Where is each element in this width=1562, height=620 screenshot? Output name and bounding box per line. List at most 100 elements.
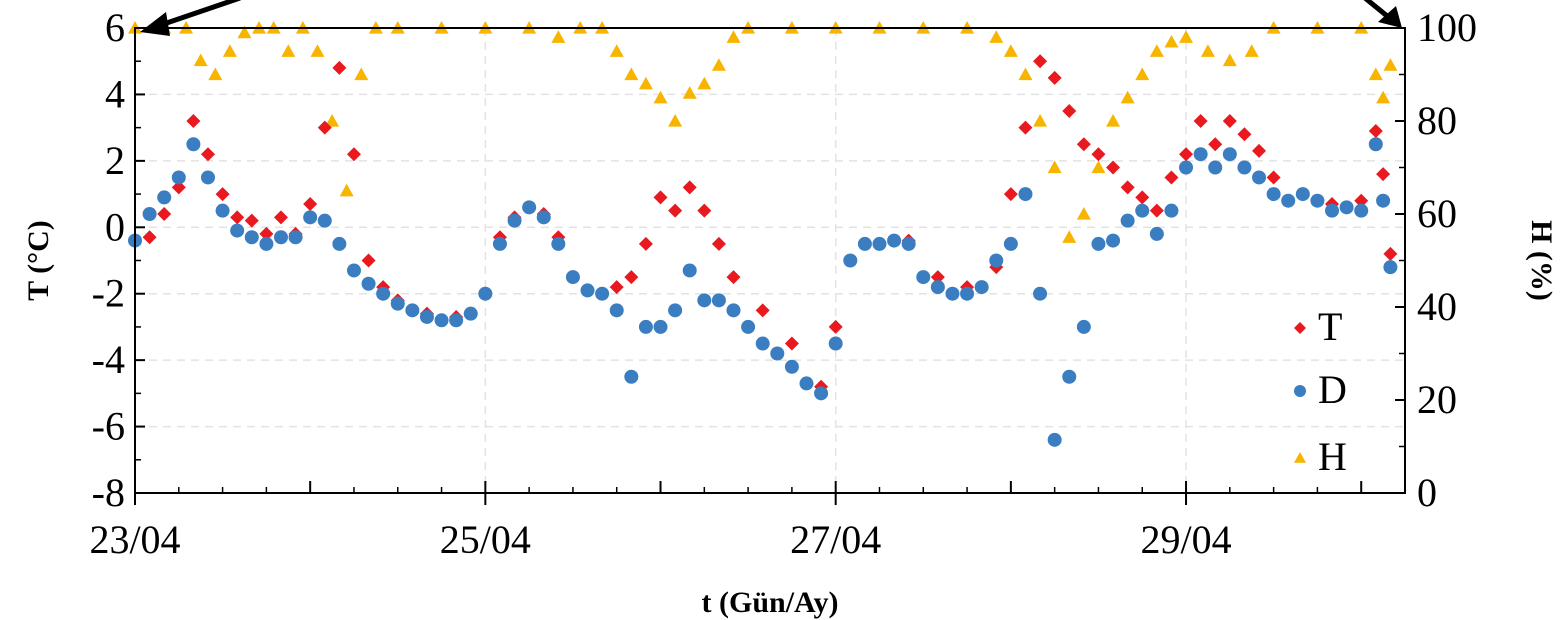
- point-D: [1033, 286, 1048, 301]
- point-T: [186, 114, 201, 128]
- point-D: [901, 236, 916, 251]
- point-T: [346, 147, 361, 162]
- point-D: [843, 253, 858, 268]
- point-T: [1135, 190, 1150, 205]
- point-D: [1047, 432, 1062, 447]
- point-T: [1164, 170, 1179, 185]
- point-H: [1076, 207, 1091, 220]
- point-T: [244, 213, 259, 228]
- point-D: [770, 346, 785, 361]
- y-left-tick-label: 6: [105, 5, 125, 50]
- legend-marker-T: [1294, 322, 1306, 334]
- point-D: [960, 286, 975, 301]
- point-D: [1076, 319, 1091, 334]
- point-D: [536, 210, 551, 225]
- y-right-tick-label: 80: [1417, 98, 1457, 143]
- point-H: [1222, 53, 1237, 67]
- point-H: [711, 58, 726, 71]
- legend-label: T: [1318, 304, 1342, 349]
- y-left-tick-label: -4: [92, 337, 125, 382]
- point-D: [784, 359, 799, 374]
- point-H: [638, 76, 653, 90]
- point-H: [1091, 160, 1106, 174]
- point-D: [171, 170, 186, 185]
- x-tick-label: 23/04: [89, 517, 180, 562]
- point-D: [828, 336, 843, 351]
- point-H: [697, 76, 712, 90]
- x-axis-ticks: 23/04 25/04 27/04 29/04: [89, 481, 1406, 562]
- point-D: [1376, 193, 1391, 208]
- point-H: [624, 67, 639, 81]
- point-D: [215, 203, 230, 218]
- point-H: [682, 86, 697, 99]
- point-H: [208, 67, 223, 81]
- point-H: [726, 30, 741, 43]
- point-D: [755, 336, 770, 351]
- point-T: [157, 207, 172, 221]
- point-D: [595, 286, 610, 301]
- point-T: [200, 147, 215, 162]
- point-D: [1062, 369, 1077, 384]
- point-T: [1376, 167, 1391, 182]
- point-D: [697, 293, 712, 308]
- point-T: [1179, 147, 1194, 162]
- point-D: [390, 296, 405, 311]
- point-D: [1120, 213, 1135, 228]
- point-H: [310, 44, 325, 57]
- point-D: [303, 210, 318, 225]
- point-D: [1106, 233, 1121, 248]
- point-D: [434, 313, 449, 328]
- point-T: [1003, 187, 1018, 202]
- point-D: [1193, 147, 1208, 162]
- point-H: [1179, 30, 1194, 43]
- point-T: [1354, 193, 1369, 208]
- point-H: [1062, 230, 1077, 243]
- point-D: [1222, 147, 1237, 162]
- y-right-tick-label: 20: [1417, 377, 1457, 422]
- point-D: [930, 280, 945, 295]
- point-H: [1120, 90, 1135, 104]
- point-T: [1237, 127, 1252, 142]
- point-T: [653, 190, 668, 205]
- y-left-tick-label: -6: [92, 404, 125, 449]
- point-T: [755, 303, 770, 318]
- point-D: [1325, 203, 1340, 218]
- point-H: [281, 44, 296, 57]
- point-T: [1208, 137, 1223, 152]
- point-D: [507, 213, 522, 228]
- y-right-axis-title: H (%): [1525, 220, 1558, 301]
- point-D: [1003, 236, 1018, 251]
- point-D: [288, 230, 303, 245]
- point-T: [638, 236, 653, 251]
- point-D: [1266, 187, 1281, 202]
- point-D: [989, 253, 1004, 268]
- point-H: [668, 114, 683, 127]
- point-H: [1383, 58, 1398, 71]
- point-T: [361, 253, 376, 268]
- y-left-axis-ticks: -8 -6 -4 -2 0 2 4 6: [92, 5, 145, 515]
- point-H: [237, 25, 252, 39]
- point-H: [551, 30, 566, 43]
- point-D: [142, 207, 157, 221]
- point-T: [1383, 246, 1398, 261]
- point-T: [609, 280, 624, 295]
- point-H: [989, 30, 1004, 43]
- point-H: [1047, 160, 1062, 174]
- point-D: [1354, 203, 1369, 218]
- point-D: [157, 190, 172, 205]
- point-D: [668, 303, 683, 318]
- gridlines: [135, 27, 1405, 494]
- point-T: [1252, 143, 1267, 158]
- point-T: [259, 226, 274, 241]
- point-D: [945, 286, 960, 301]
- point-D: [1295, 187, 1310, 202]
- point-D: [916, 270, 931, 285]
- point-T: [1018, 120, 1033, 135]
- point-D: [492, 236, 507, 251]
- point-D: [376, 286, 391, 301]
- point-T: [303, 197, 318, 212]
- y-right-axis-ticks: 0 20 40 60 80 100: [1395, 5, 1477, 515]
- y-right-tick-label: 60: [1417, 191, 1457, 236]
- point-H: [1244, 44, 1259, 57]
- y-left-axis-title: T (°C): [22, 220, 55, 301]
